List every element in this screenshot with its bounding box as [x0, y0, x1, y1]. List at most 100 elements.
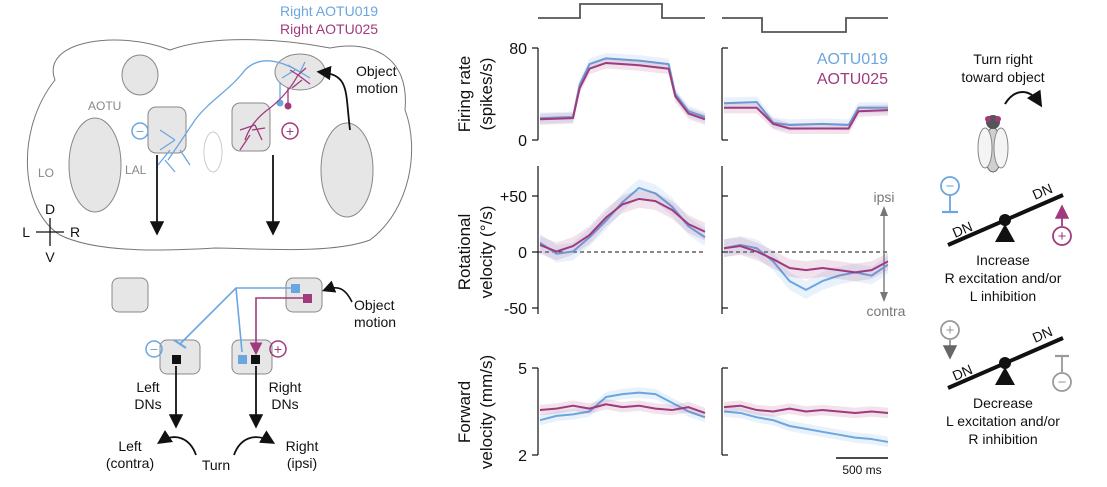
model-plus-mag: [1052, 226, 1072, 246]
axis-l: L: [22, 224, 30, 240]
axis-r: R: [70, 224, 80, 240]
brain-outline: [27, 39, 413, 251]
model-minus-grey: [1052, 372, 1072, 392]
circuit-object-arrow: [322, 280, 353, 303]
tick-80: 80: [509, 41, 527, 58]
axis-d: D: [45, 201, 55, 217]
chart-legend-aotu025: AOTU025: [817, 71, 888, 88]
ipsi-arrowhead: [880, 206, 888, 216]
lo-right: [320, 122, 374, 218]
minus-text: −: [136, 123, 144, 139]
lo-left: [68, 117, 122, 213]
left-dns-label-1: Left: [136, 379, 159, 395]
rotational-velocity-left_condition-aotu025-line: [539, 197, 706, 253]
seesaw-pivot-increase: [999, 214, 1011, 226]
chart-legend-aotu019: AOTU019: [817, 51, 888, 68]
tick-minus50: -50: [504, 301, 527, 318]
rot-ylabel-2: velocity (°/s): [477, 206, 496, 299]
right-dn-marker: [251, 355, 260, 364]
turn-right-arrow-icon: [1004, 89, 1043, 108]
increase-label-1: Increase: [976, 252, 1030, 268]
left-dns-label-2: DNs: [134, 396, 161, 412]
fwd-ylabel-1: Forward: [455, 381, 474, 443]
turn-label: Turn: [202, 457, 230, 473]
forward-velocity-right_condition-aotu025-line: [723, 404, 889, 414]
decrease-label-2: L excitation and/or: [946, 413, 1060, 429]
circuit-object-label-2: motion: [354, 314, 396, 330]
aotu019-neuron: [157, 60, 311, 173]
fwd-ylabel-2: velocity (mm/s): [477, 355, 496, 469]
model-minus-blue-text: −: [946, 178, 955, 195]
circuit-plus-text: +: [274, 341, 282, 357]
dn-right-decrease: DN: [1030, 323, 1055, 346]
circuit-panel: − + Object motion Left DNs Right DNs Lef…: [106, 277, 396, 473]
model-plus-grey-text: +: [946, 322, 955, 339]
left-contra-label-1: Left: [118, 438, 141, 454]
legend-aotu019: Right AOTU019: [280, 3, 378, 19]
decrease-label-3: R inhibition: [968, 431, 1037, 447]
model-minus-grey-text: −: [1058, 374, 1067, 391]
aotu025-soma: [284, 102, 292, 110]
forward-velocity-left_condition-aotu025-line: [539, 403, 706, 414]
right-ipsi-label-2: (ipsi): [287, 455, 317, 471]
firing-rate-left_condition-aotu025-band: [540, 57, 705, 125]
aotu025-marker: [303, 294, 312, 303]
aotu025-to-right: [249, 297, 307, 356]
firing-ylabel-1: Firing rate: [455, 56, 474, 133]
axis-compass: [36, 218, 64, 246]
circuit-minus-text: −: [150, 341, 158, 357]
circuit-object-label-1: Object: [354, 297, 395, 313]
aotu-left: [121, 54, 159, 96]
aotu-label: AOTU: [88, 99, 121, 113]
axis-v: V: [45, 249, 55, 265]
rotational-velocity-right_condition-aotu019-band: [724, 236, 888, 299]
increase-label-3: L inhibition: [970, 288, 1036, 304]
model-plus-mag-text: +: [1058, 228, 1067, 245]
seesaw-base-decrease: [995, 367, 1015, 385]
left-contra-label-2: (contra): [106, 455, 154, 471]
aotu019-soma: [276, 99, 284, 107]
stimulus-trace-right: [722, 17, 888, 33]
brain-panel: Right AOTU019 Right AOTU025 AOTU LO LAL: [22, 3, 413, 265]
fly-icon: [977, 115, 1009, 173]
turn-right-label-1: Turn right: [973, 51, 1033, 67]
right-dns-label-1: Right: [269, 379, 302, 395]
dn-left-increase: DN: [950, 218, 975, 241]
forward-velocity-left_condition-aotu019-line: [539, 391, 706, 422]
rotational-velocity-left_condition-aotu019-line: [539, 186, 706, 255]
legend-aotu025: Right AOTU025: [280, 21, 378, 37]
ipsi-label: ipsi: [873, 189, 894, 205]
seesaw-base-increase: [995, 224, 1015, 242]
firing-rate-right_condition-aotu025-band: [724, 102, 888, 135]
right-dns-label-2: DNs: [271, 396, 298, 412]
aotu019-to-right: [235, 287, 243, 353]
tick-2: 2: [518, 448, 527, 465]
contra-arrowhead: [880, 292, 888, 302]
aotu025-neuron: [239, 67, 311, 151]
tick-plus50: +50: [500, 189, 527, 206]
decrease-label-1: Decrease: [973, 395, 1033, 411]
left-dn-marker: [172, 355, 181, 364]
forward-velocity-left_condition-aotu019-band: [540, 387, 705, 426]
firing-rate-right_condition-aotu019-line: [723, 101, 888, 127]
chart-traces: [539, 52, 889, 448]
turn-left-arrow: [157, 430, 197, 456]
model-panel: Turn right toward object DN DN − + Incre…: [940, 51, 1072, 447]
model-plus-grey: [940, 320, 960, 340]
plus-text: +: [286, 123, 294, 139]
circuit-aotu-left: [111, 277, 149, 313]
inhibitory-bar: [173, 339, 187, 349]
seesaw-pivot-decrease: [999, 357, 1011, 369]
aotu019-marker: [291, 284, 300, 293]
forward-velocity-right_condition-aotu025-band: [724, 400, 888, 419]
contra-label: contra: [867, 303, 906, 319]
scalebar-label: 500 ms: [842, 463, 881, 477]
turn-right-label-2: toward object: [961, 69, 1044, 85]
chart-panels: Firing rate (spikes/s) Rotational veloci…: [455, 3, 906, 477]
forward-velocity-left_condition-aotu025-band: [540, 399, 705, 419]
rotational-velocity-right_condition-aotu025-line: [723, 245, 889, 274]
firing-rate-left_condition-aotu025-line: [539, 61, 706, 121]
circuit-minus: [145, 340, 163, 358]
turn-right-arrow: [233, 430, 276, 456]
increase-label-2: R excitation and/or: [945, 270, 1062, 286]
